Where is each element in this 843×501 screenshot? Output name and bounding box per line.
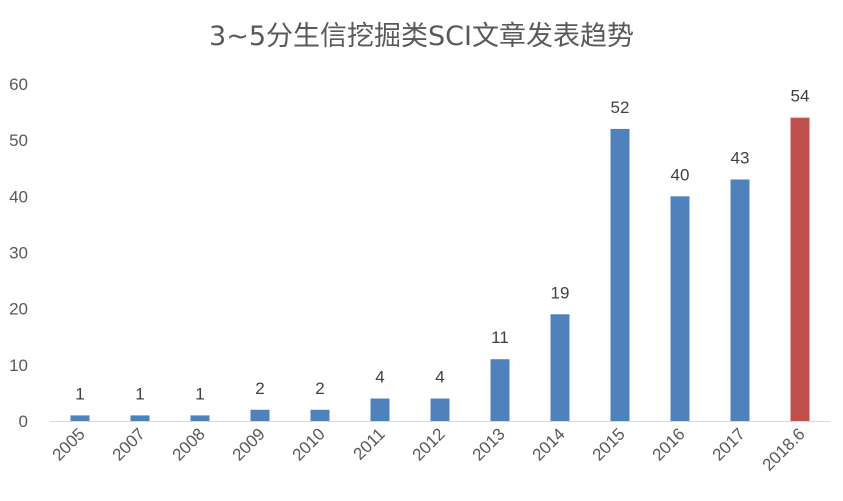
data-label: 19 <box>551 283 570 302</box>
bar <box>790 117 810 421</box>
y-tick-label: 20 <box>9 300 28 319</box>
data-label: 2 <box>255 379 264 398</box>
data-label: 43 <box>731 148 750 167</box>
y-axis: 0 10 20 30 40 50 60 <box>9 75 28 431</box>
bar <box>130 415 150 421</box>
bar <box>430 398 450 421</box>
y-tick-label: 30 <box>9 244 28 263</box>
bar <box>250 409 270 421</box>
bar <box>70 415 90 421</box>
bars <box>70 117 810 421</box>
bar <box>370 398 390 421</box>
y-tick-label: 10 <box>9 356 28 375</box>
x-tick-label: 2008 <box>169 424 209 464</box>
data-label: 52 <box>611 98 630 117</box>
bar <box>730 179 750 421</box>
x-tick-label: 2018.6 <box>759 424 809 474</box>
data-label: 4 <box>375 368 384 387</box>
x-tick-label: 2016 <box>649 424 689 464</box>
data-label: 4 <box>435 368 444 387</box>
x-tick-label: 2015 <box>589 424 629 464</box>
x-tick-label: 2009 <box>229 424 269 464</box>
y-tick-label: 60 <box>9 75 28 94</box>
x-tick-label: 2010 <box>289 424 329 464</box>
bar <box>190 415 210 421</box>
x-tick-label: 2012 <box>409 424 449 464</box>
data-label: 11 <box>491 328 509 347</box>
data-label: 2 <box>315 379 324 398</box>
y-tick-label: 50 <box>9 131 28 150</box>
bar <box>610 128 630 421</box>
data-label: 1 <box>135 384 144 403</box>
y-tick-label: 0 <box>19 412 28 431</box>
bar <box>670 196 690 421</box>
x-tick-label: 2013 <box>469 424 509 464</box>
x-tick-label: 2007 <box>109 424 149 464</box>
bar <box>310 409 330 421</box>
bar <box>490 359 510 421</box>
x-tick-label: 2017 <box>709 424 749 464</box>
x-tick-label: 2014 <box>529 424 569 464</box>
bar <box>550 314 570 421</box>
data-label: 54 <box>791 87 810 106</box>
data-label: 1 <box>195 384 204 403</box>
x-tick-label: 2005 <box>49 424 89 464</box>
x-axis: 2005 2007 2008 2009 2010 2011 2012 2013 2014 2015… <box>49 424 809 474</box>
y-tick-label: 40 <box>9 187 28 206</box>
data-label: 1 <box>75 384 84 403</box>
chart-title: 3~5分生信挖掘类SCI文章发表趋势 <box>209 21 634 52</box>
data-label: 40 <box>671 165 690 184</box>
x-tick-label: 2011 <box>350 424 389 463</box>
